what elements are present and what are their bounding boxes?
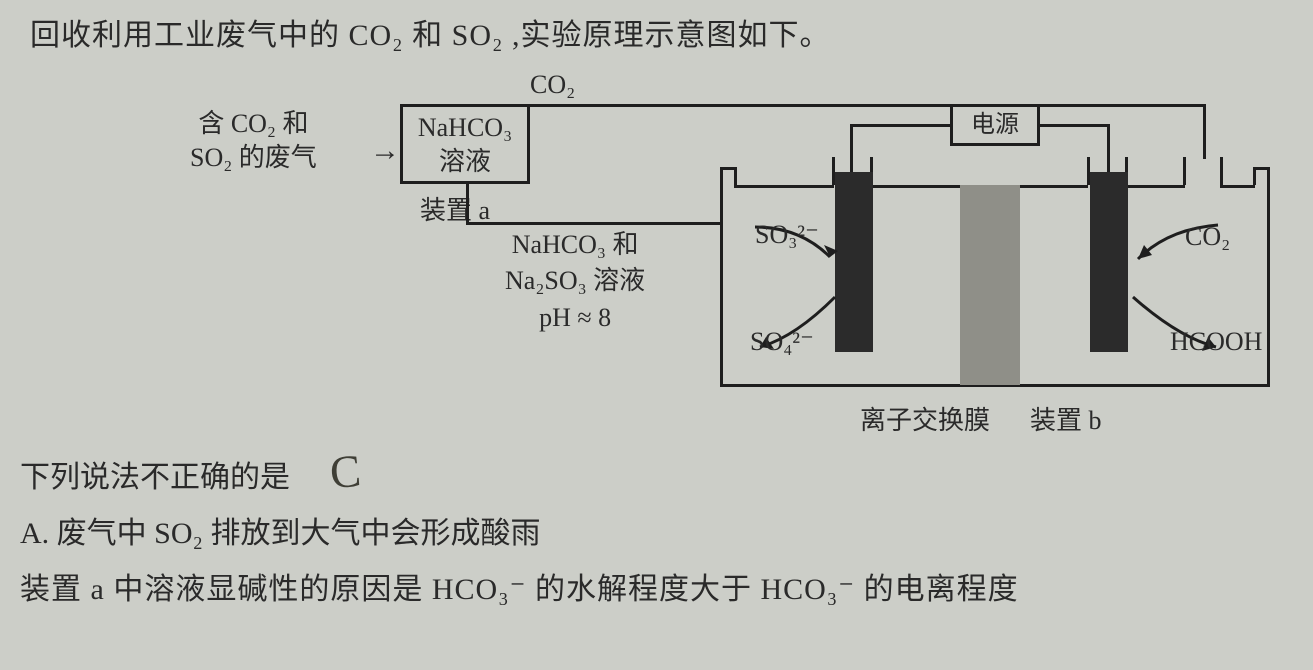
co2-top-label: CO₂ xyxy=(530,70,575,100)
anode-electrode xyxy=(835,172,873,352)
box-a-line1: NaHCO₃ xyxy=(403,111,527,145)
mid-sol-3: pH ≈ 8 xyxy=(505,300,645,336)
cell-wall xyxy=(720,167,723,385)
cell-notch xyxy=(1255,167,1270,170)
nahco3-box: NaHCO₃ 溶液 xyxy=(400,104,530,184)
waste-line2: SO₂ 的废气 xyxy=(190,141,317,175)
pipe-mid xyxy=(466,222,723,225)
mid-sol-1: NaHCO₃ 和 xyxy=(505,227,645,263)
cell-wall xyxy=(1267,167,1270,385)
handwritten-answer: C xyxy=(328,444,363,499)
cell-top xyxy=(1253,167,1256,185)
waste-gas-label: 含 CO₂ 和 SO₂ 的废气 xyxy=(190,107,317,175)
cathode-electrode xyxy=(1090,172,1128,352)
pipe-top xyxy=(466,104,1206,107)
device-b-label: 装置 b xyxy=(1030,400,1102,437)
so3-label: SO₃²⁻ xyxy=(755,220,819,250)
cell-top xyxy=(870,185,960,188)
waste-line1: 含 CO₂ 和 xyxy=(190,107,317,141)
wire-right xyxy=(1040,124,1110,127)
option-b: 装置 a 中溶液显碱性的原因是 HCO₃⁻ 的水解程度大于 HCO₃⁻ 的电离程… xyxy=(20,564,1293,608)
cell-top xyxy=(1020,185,1088,188)
so4-label: SO₄²⁻ xyxy=(750,327,814,357)
inlet-tube xyxy=(1220,157,1223,185)
question-prompt: 下列说法不正确的是 xyxy=(20,452,1293,496)
cell-top xyxy=(734,167,737,185)
pipe-top-down xyxy=(1203,104,1206,159)
mid-sol-2: Na₂SO₃ 溶液 xyxy=(505,263,645,299)
cell-top xyxy=(1220,185,1255,188)
question-title: 回收利用工业废气中的 CO₂ 和 SO₂ ,实验原理示意图如下。 xyxy=(30,10,1293,54)
principle-diagram: 含 CO₂ 和 SO₂ 的废气 → NaHCO₃ 溶液 装置 a CO₂ 电源 … xyxy=(80,62,1280,442)
ion-exchange-membrane xyxy=(960,185,1020,385)
co2-right-label: CO₂ xyxy=(1185,222,1230,252)
wire-left xyxy=(850,124,950,127)
box-a-line2: 溶液 xyxy=(403,145,527,179)
membrane-label: 离子交换膜 xyxy=(860,400,990,437)
cell-top xyxy=(1125,185,1185,188)
power-source-box: 电源 xyxy=(950,104,1040,146)
hcooh-label: HCOOH xyxy=(1170,327,1262,357)
arrow-waste-to-a: → xyxy=(370,134,400,168)
cell-top xyxy=(734,185,834,188)
pipe-mid-up xyxy=(466,184,469,224)
mid-solution-label: NaHCO₃ 和 Na₂SO₃ 溶液 pH ≈ 8 xyxy=(505,227,645,336)
cell-notch xyxy=(720,167,735,170)
option-a: A. 废气中 SO₂ 排放到大气中会形成酸雨 xyxy=(20,508,1293,552)
inlet-tube xyxy=(1183,157,1186,185)
